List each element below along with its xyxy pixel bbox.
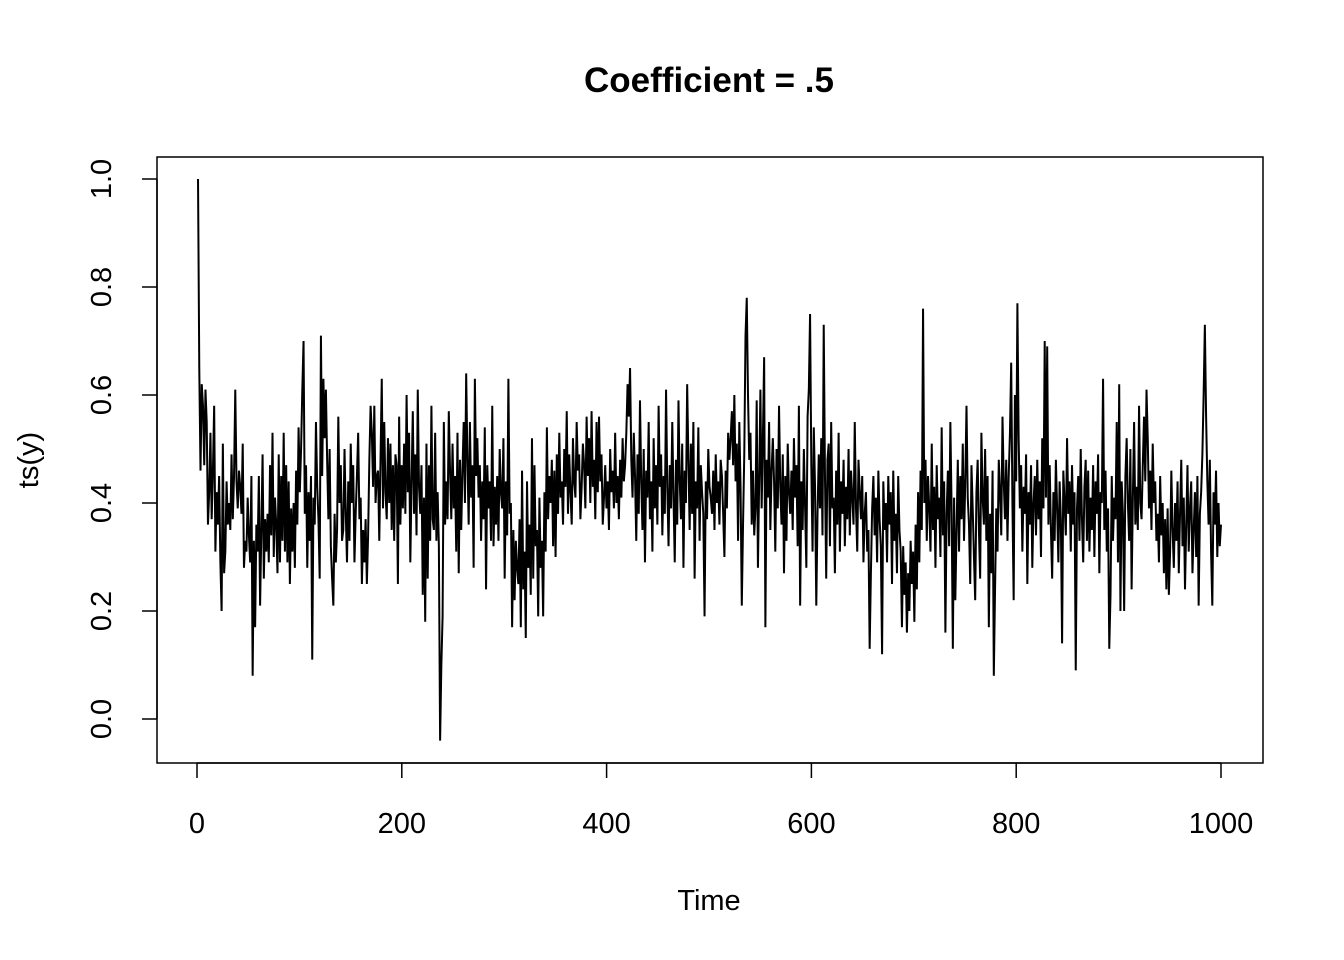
y-tick-label: 0.2 [86, 591, 118, 631]
x-tick-label: 800 [992, 808, 1040, 840]
x-axis: 0 200 400 600 800 1000 [189, 762, 1254, 840]
y-tick-label: 0.6 [86, 375, 118, 415]
y-axis: 0.0 0.2 0.4 0.6 0.8 1.0 [86, 159, 158, 739]
series-line [197, 178, 1222, 741]
y-tick-label: 1.0 [86, 159, 118, 199]
x-tick-label: 600 [787, 808, 835, 840]
x-tick-label: 400 [582, 808, 630, 840]
x-tick-label: 200 [378, 808, 426, 840]
y-tick-label: 0.4 [86, 483, 118, 523]
y-tick-label: 0.8 [86, 267, 118, 307]
x-tick-label: 0 [189, 808, 205, 840]
chart-title: Coefficient = .5 [584, 61, 834, 100]
x-tick-label: 1000 [1189, 808, 1254, 840]
x-axis-label: Time [677, 885, 740, 917]
y-tick-label: 0.0 [86, 699, 118, 739]
y-axis-label: ts(y) [13, 432, 45, 488]
